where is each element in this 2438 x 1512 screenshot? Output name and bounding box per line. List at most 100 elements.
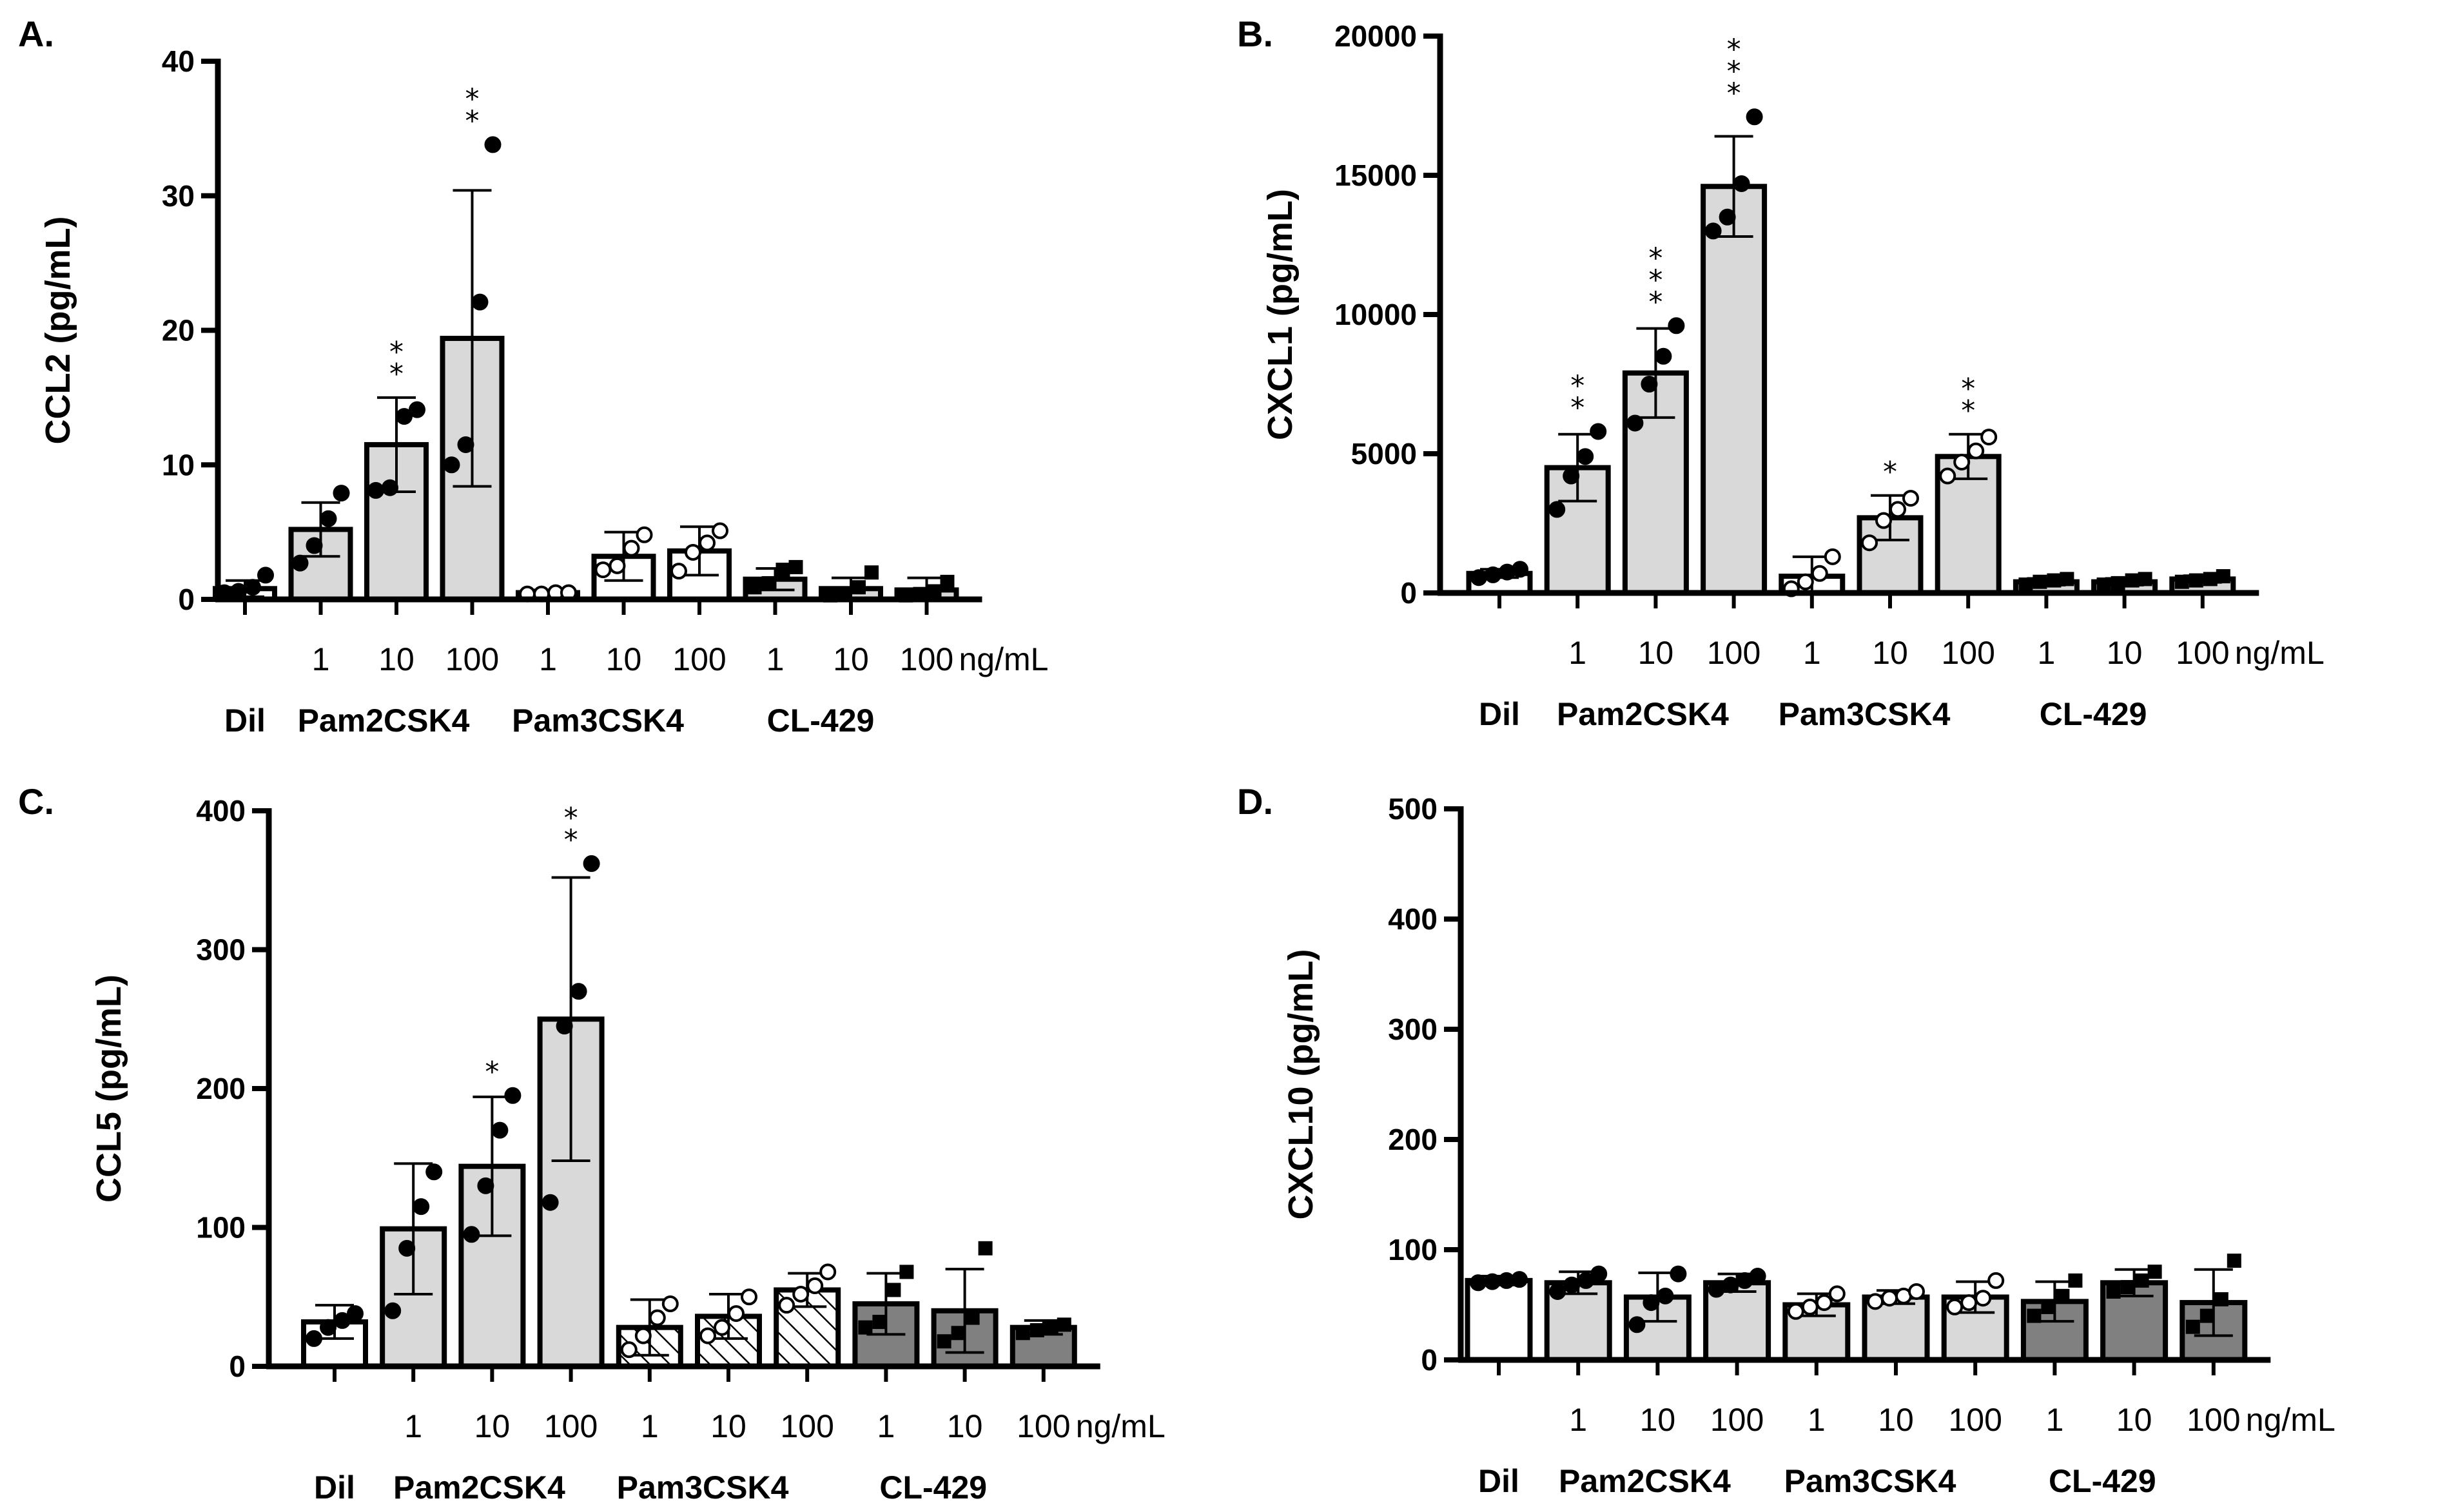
data-point-0-0 [1470,1274,1487,1292]
y-tick-label-1: 100 [1388,1233,1438,1266]
panel-label: C. [18,781,54,822]
data-point-1-1 [306,537,323,554]
significance-star-3: * [465,104,480,137]
data-point-7-0 [2027,1308,2042,1323]
data-point-7-3 [788,559,803,574]
data-point-1-1 [398,1239,416,1257]
data-point-7-0 [858,1320,873,1335]
data-point-8-1 [2111,576,2125,590]
data-point-5-1 [609,557,626,574]
group-label-2: Pam3CSK4 [1784,1463,1956,1499]
data-point-9-3 [2216,569,2230,584]
category-label-5: 10 [606,641,642,677]
data-point-8-2 [2134,1273,2149,1288]
data-point-6-3 [712,522,728,539]
data-point-5-1 [714,1319,730,1336]
category-label-4: 1 [641,1408,659,1444]
significance-star-2: * [389,336,404,369]
category-label-2: 10 [474,1408,511,1444]
group-label-0: Dil [224,703,266,739]
y-tick-label-2: 200 [196,1072,246,1105]
data-point-6-3 [1980,429,1998,446]
data-point-2-0 [1628,1316,1646,1333]
significance-star-3: * [1727,55,1741,88]
data-point-1-0 [1548,501,1566,518]
category-label-8: 10 [947,1408,983,1444]
category-label-7: 1 [2037,635,2055,671]
data-point-3-3 [1746,108,1763,126]
y-tick-label-2: 10000 [1334,298,1417,331]
unit-label: ng/mL [1076,1408,1165,1444]
data-point-4-2 [1811,565,1828,582]
group-label-3: CL-429 [879,1469,987,1506]
data-point-8-3 [2147,1265,2162,1279]
data-point-9-0 [1015,1326,1030,1341]
data-point-8-2 [852,580,866,595]
data-point-3-2 [471,293,489,311]
y-tick-label-2: 20 [162,314,195,347]
panel-d: D. CXCL10 (pg/mL) 0 100 200 300 400 500 1 10 100 1 1… [1219,756,2438,1512]
data-point-6-1 [792,1285,810,1303]
data-point-8-3 [2138,572,2152,586]
y-tick-label-2: 200 [1388,1123,1438,1156]
y-tick-label-1: 100 [196,1211,246,1245]
category-label-7: 1 [766,641,785,677]
data-point-2-1 [1643,1294,1660,1312]
data-point-5-0 [699,1327,716,1344]
panel-label: B. [1237,14,1273,54]
data-point-8-2 [965,1310,980,1325]
panel-b: B. CXCL1 (pg/mL) * * * * * * * * * * * 0 5000 10000 1500… [1219,0,2438,756]
data-point-9-1 [1029,1323,1044,1337]
category-label-6: 100 [672,641,726,677]
data-point-9-3 [2227,1254,2241,1268]
category-label-4: 1 [539,641,557,677]
data-point-7-2 [2047,573,2062,588]
data-point-5-2 [728,1305,745,1323]
data-point-7-1 [761,576,776,590]
category-label-5: 10 [710,1408,746,1444]
data-point-7-2 [2055,1288,2070,1303]
panel-label: A. [18,14,54,54]
data-point-2-2 [1655,347,1672,365]
group-label-2: Pam3CSK4 [617,1469,789,1506]
data-point-7-2 [775,563,790,577]
data-point-7-0 [2018,577,2033,592]
data-point-3-1 [1719,208,1736,226]
significance-star-3: * [564,802,578,835]
data-point-8-2 [2125,573,2140,588]
data-point-2-0 [463,1226,480,1243]
y-tick-label-0: 0 [178,583,195,616]
category-label-3: 100 [1710,1402,1764,1438]
category-label-3: 100 [544,1408,598,1444]
data-point-8-0 [2106,1284,2121,1299]
panel-c: C. CCL5 (pg/mL) * * * 0 100 200 300 400 1 10 100 1 10 1… [0,756,1219,1512]
bar-1 [380,1226,447,1370]
data-point-3-3 [1749,1268,1766,1285]
data-point-6-1 [1960,1294,1978,1312]
data-point-2-3 [409,401,425,418]
data-point-9-2 [2203,572,2218,586]
data-point-0-2 [244,579,261,596]
significance-star-2: * [1648,242,1663,275]
data-point-2-1 [1641,376,1658,393]
panel-a: A. CCL2 (pg/mL) * * * * 0 10 20 30 40 1 10 100 1 10 100 1… [0,0,1219,756]
y-tick-label-3: 300 [1388,1013,1438,1046]
significance-star-2: * [1648,264,1663,296]
data-point-5-1 [1875,512,1892,529]
group-label-3: CL-429 [767,703,875,739]
data-point-5-3 [1908,1283,1925,1300]
data-point-2-3 [1670,1265,1687,1283]
category-label-6: 100 [1948,1402,2002,1438]
data-point-6-2 [1967,442,1985,460]
significance-star-3: * [1727,33,1741,66]
data-point-6-0 [670,563,687,580]
data-point-9-0 [2174,574,2189,589]
data-point-4-1 [1801,1298,1819,1315]
group-label-3: CL-429 [2049,1463,2156,1499]
group-label-2: Pam3CSK4 [1779,696,1951,732]
y-tick-label-4: 400 [196,794,246,828]
data-point-2-0 [1626,414,1644,432]
data-point-5-3 [741,1288,757,1306]
